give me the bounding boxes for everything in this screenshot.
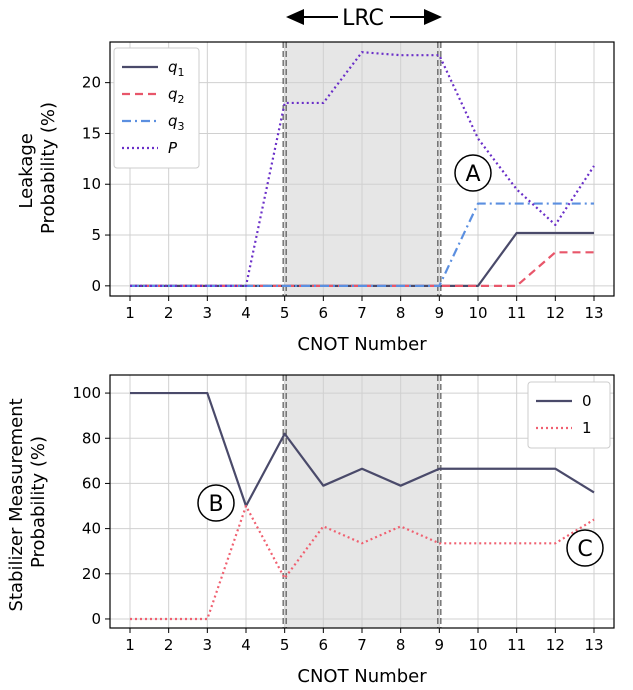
- x-tick-label: 13: [584, 636, 603, 654]
- x-tick-label: 1: [125, 304, 135, 322]
- y-tick-label: 0: [91, 277, 101, 295]
- y-axis-label-line1: Stabilizer Measurement: [6, 398, 27, 611]
- y-axis-label: Stabilizer Measurement Probability (%): [6, 393, 49, 612]
- x-tick-label: 12: [546, 636, 565, 654]
- y-tick-label: 80: [82, 429, 101, 447]
- y-tick-label: 100: [72, 384, 101, 402]
- x-tick-label: 7: [357, 304, 367, 322]
- y-tick-label: 5: [91, 226, 101, 244]
- y-axis-label: Leakage Probability (%): [16, 102, 59, 234]
- legend-subscript: 2: [178, 93, 185, 106]
- x-tick-label: 2: [164, 304, 174, 322]
- annotation-c: C: [566, 529, 604, 567]
- banner-label: LRC: [342, 6, 384, 31]
- series-line-0: [130, 391, 595, 508]
- axes-frame: [105, 41, 615, 301]
- x-tick-label: 5: [280, 304, 290, 322]
- x-tick-label: 2: [164, 636, 174, 654]
- x-tick-label: 4: [241, 304, 251, 322]
- series-line-1: [130, 504, 595, 621]
- annotation-label: B: [208, 492, 223, 517]
- x-tick-label: 9: [435, 304, 445, 322]
- y-tick-labels: 0 5 10 15 20: [82, 74, 101, 295]
- x-tick-label: 11: [507, 636, 526, 654]
- annotation-circle: [454, 154, 492, 192]
- y-tick-labels: 0 20 40 60 80 100: [72, 384, 101, 628]
- x-tick-label: 9: [435, 636, 445, 654]
- x-tick-label: 1: [125, 636, 135, 654]
- x-tick-label: 4: [241, 636, 251, 654]
- x-tick-label: 11: [507, 304, 526, 322]
- x-tick-label: 8: [396, 304, 406, 322]
- x-tick-label: 8: [396, 636, 406, 654]
- x-tick-label: 6: [319, 304, 329, 322]
- y-axis-label-line1: Leakage: [16, 133, 37, 208]
- y-tick-label: 10: [82, 175, 101, 193]
- x-tick-label: 13: [584, 304, 603, 322]
- series-line-q3: [130, 202, 594, 287]
- x-tick-label: 6: [319, 636, 329, 654]
- series-lines: [130, 391, 595, 621]
- y-tick-label: 15: [82, 124, 101, 142]
- legend-subscript: 1: [178, 66, 185, 79]
- y-tick-label: 0: [91, 610, 101, 628]
- y-tick-label: 20: [82, 565, 101, 583]
- annotation-circle: [566, 529, 604, 567]
- legend: 01: [527, 381, 611, 449]
- annotation-b: B: [197, 484, 235, 522]
- annotation-a: A: [454, 154, 492, 192]
- series-line-p: [130, 51, 595, 287]
- x-axis-label: CNOT Number: [297, 666, 427, 687]
- y-axis-label-line2: Probability (%): [28, 436, 49, 568]
- legend-box: [113, 47, 200, 169]
- legend-label: 0: [582, 392, 592, 410]
- x-tick-label: 7: [357, 636, 367, 654]
- y-axis-label-line2: Probability (%): [38, 102, 59, 234]
- legend-label: P: [168, 139, 178, 157]
- annotation-label: A: [465, 162, 480, 187]
- x-tick-label: 12: [546, 304, 565, 322]
- legend-box: [527, 381, 611, 449]
- x-tick-labels: 1 2 3 4 5 6 7 8 9 10 11 12 13: [125, 304, 603, 322]
- annotation-label: C: [577, 537, 592, 562]
- x-tick-label: 10: [468, 304, 487, 322]
- x-tick-label: 10: [468, 636, 487, 654]
- x-tick-labels: 1 2 3 4 5 6 7 8 9 10 11 12 13: [125, 636, 603, 654]
- x-tick-label: 3: [203, 304, 213, 322]
- x-tick-label: 3: [203, 636, 213, 654]
- x-axis-label: CNOT Number: [297, 334, 427, 355]
- axes-frame: [105, 374, 615, 633]
- legend-label: 1: [582, 419, 592, 437]
- y-tick-label: 40: [82, 520, 101, 538]
- y-tick-label: 20: [82, 74, 101, 92]
- series-lines: [130, 51, 595, 287]
- annotation-circle: [197, 484, 235, 522]
- y-tick-label: 60: [82, 474, 101, 492]
- x-tick-label: 5: [280, 636, 290, 654]
- lrc-banner: LRC: [286, 6, 442, 31]
- legend-subscript: 3: [178, 120, 185, 133]
